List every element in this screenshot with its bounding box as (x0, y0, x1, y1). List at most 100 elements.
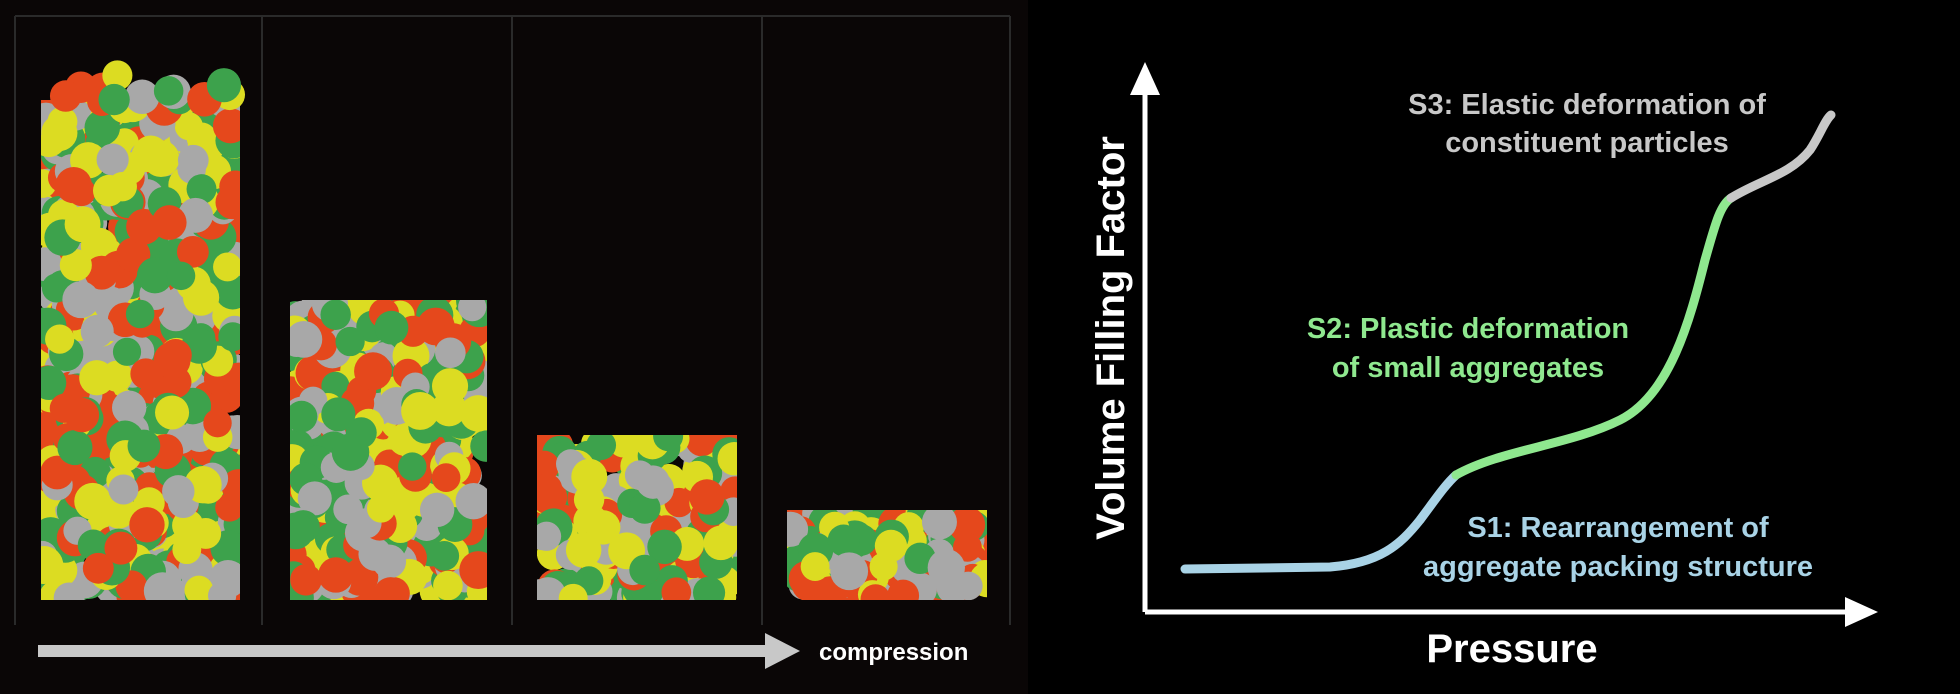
particle (80, 314, 114, 348)
particle (374, 310, 409, 345)
y-axis-arrowhead (1130, 62, 1160, 95)
particle (159, 338, 192, 372)
particle (431, 391, 467, 427)
particle (537, 450, 560, 482)
particle (585, 510, 621, 545)
particle (703, 525, 737, 561)
particle (177, 144, 209, 176)
particle (290, 564, 322, 596)
particle (717, 442, 737, 476)
particle (455, 483, 487, 520)
particle (108, 474, 139, 505)
particle (96, 143, 129, 176)
x-axis-label: Pressure (1426, 627, 1597, 671)
curve-s3 (1726, 110, 1836, 203)
particle (155, 395, 190, 430)
particle (887, 579, 920, 600)
particle (153, 76, 184, 106)
particle (321, 371, 350, 400)
particle (206, 68, 242, 103)
compression-arrowhead (765, 633, 800, 669)
particle (537, 473, 563, 505)
particle (318, 557, 354, 593)
particle-stack (787, 510, 987, 600)
particle (92, 174, 125, 207)
particle (860, 584, 891, 600)
particle (55, 166, 92, 204)
particle (112, 390, 147, 425)
particle (827, 524, 860, 557)
particle (127, 429, 161, 463)
stage-label: S3: Elastic deformation of (1408, 89, 1766, 121)
particle (176, 235, 209, 268)
particle (331, 433, 370, 471)
particle (182, 279, 220, 316)
particle (47, 106, 78, 137)
stage-label: S2: Plastic deformation (1307, 313, 1629, 345)
particle (470, 430, 487, 462)
stage-label: S1: Rearrangement of (1467, 512, 1769, 544)
particle (212, 108, 240, 144)
particle (104, 531, 138, 565)
particle (166, 261, 196, 291)
particle (45, 324, 75, 354)
particle (57, 429, 93, 466)
y-axis-label: Volume Filling Factor (1089, 136, 1133, 540)
particle (433, 570, 463, 600)
particle (290, 400, 318, 433)
particle (290, 321, 323, 358)
particle (401, 391, 440, 430)
particle (629, 492, 661, 524)
curve-s1 (1180, 470, 1461, 574)
particle (653, 435, 684, 452)
particle (151, 205, 187, 240)
curve-s2 (1451, 193, 1736, 480)
particle (297, 481, 332, 516)
particle (398, 452, 427, 481)
x-axis-arrowhead (1845, 597, 1878, 627)
particle (586, 435, 617, 461)
particle (208, 581, 237, 600)
particle (64, 206, 101, 243)
particle-stack (41, 100, 240, 600)
particle (130, 358, 162, 390)
particle (102, 60, 133, 91)
particle (190, 518, 222, 549)
particle (459, 395, 487, 432)
particle (689, 479, 725, 515)
particle (685, 435, 718, 457)
particle (215, 185, 240, 220)
stage-label: aggregate packing structure (1423, 551, 1813, 583)
particle (184, 575, 214, 600)
particle (366, 494, 396, 523)
particle (869, 552, 898, 581)
particle (186, 174, 217, 205)
particle (41, 546, 64, 585)
particle-stacks (41, 60, 987, 600)
particle (458, 300, 487, 322)
particle (636, 465, 670, 499)
particle (373, 577, 408, 600)
particle (335, 326, 365, 357)
particle (84, 109, 121, 146)
particle (125, 299, 155, 329)
particle (354, 352, 392, 391)
compression-label: compression (819, 639, 968, 666)
particle (213, 252, 240, 282)
particle (571, 458, 608, 495)
particle (112, 337, 142, 366)
particle (429, 541, 460, 571)
particle (608, 435, 639, 458)
particle (218, 322, 240, 352)
particle (565, 532, 602, 568)
particle (321, 397, 356, 432)
particle (800, 552, 830, 581)
particle (333, 494, 363, 525)
particle (558, 583, 588, 600)
column-frames (14, 15, 1011, 625)
particle (59, 249, 92, 282)
particle (830, 552, 869, 591)
particle (84, 255, 119, 290)
particle (41, 455, 74, 490)
